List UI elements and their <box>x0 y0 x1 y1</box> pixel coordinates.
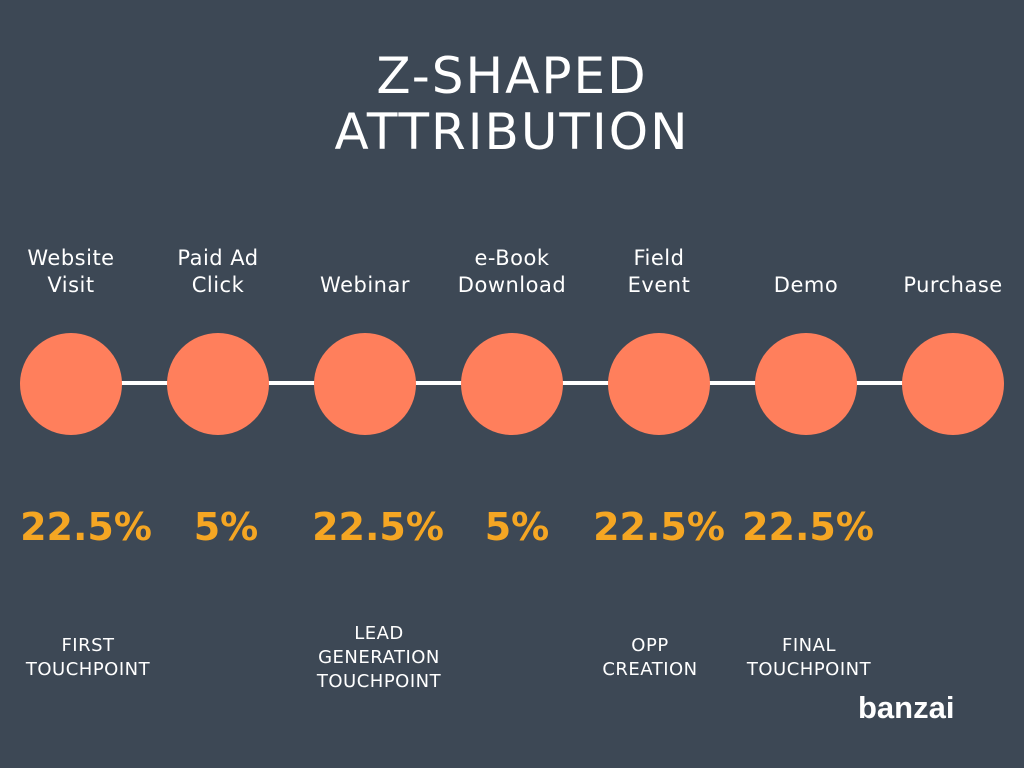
stage-role-field-event: OPP CREATION <box>602 635 698 680</box>
stage-circle-webinar <box>314 333 416 435</box>
stage-circle-e-book-download <box>461 333 563 435</box>
banzai-logo: banzai <box>858 690 955 725</box>
stage-label-website-visit: Website Visit <box>27 246 115 297</box>
stage-percent-website-visit: 22.5% <box>20 505 152 549</box>
stage-percent-field-event: 22.5% <box>593 505 725 549</box>
stage-percent-demo: 22.5% <box>742 505 874 549</box>
diagram-title: Z-SHAPED ATTRIBUTION <box>0 48 1024 160</box>
stage-circle-field-event <box>608 333 710 435</box>
stage-role-demo: FINAL TOUCHPOINT <box>746 635 872 680</box>
stage-label-webinar: Webinar <box>320 272 410 297</box>
title-line-2: ATTRIBUTION <box>334 103 690 161</box>
stage-circle-demo <box>755 333 857 435</box>
stage-label-demo: Demo <box>773 272 839 297</box>
title-line-1: Z-SHAPED <box>376 47 648 105</box>
stage-label-field-event: Field Event <box>627 246 691 297</box>
stage-circle-website-visit <box>20 333 122 435</box>
stage-percent-e-book-download: 5% <box>484 505 550 549</box>
stage-circle-purchase <box>902 333 1004 435</box>
stage-label-e-book-download: e-Book Download <box>457 246 567 297</box>
stage-circle-paid-ad-click <box>167 333 269 435</box>
stage-percent-paid-ad-click: 5% <box>193 505 259 549</box>
stage-label-paid-ad-click: Paid Ad Click <box>177 246 259 297</box>
stage-role-website-visit: FIRST TOUCHPOINT <box>25 635 151 680</box>
stage-percent-webinar: 22.5% <box>312 505 444 549</box>
stage-role-webinar: LEAD GENERATION TOUCHPOINT <box>316 623 442 692</box>
stage-label-purchase: Purchase <box>903 272 1003 297</box>
